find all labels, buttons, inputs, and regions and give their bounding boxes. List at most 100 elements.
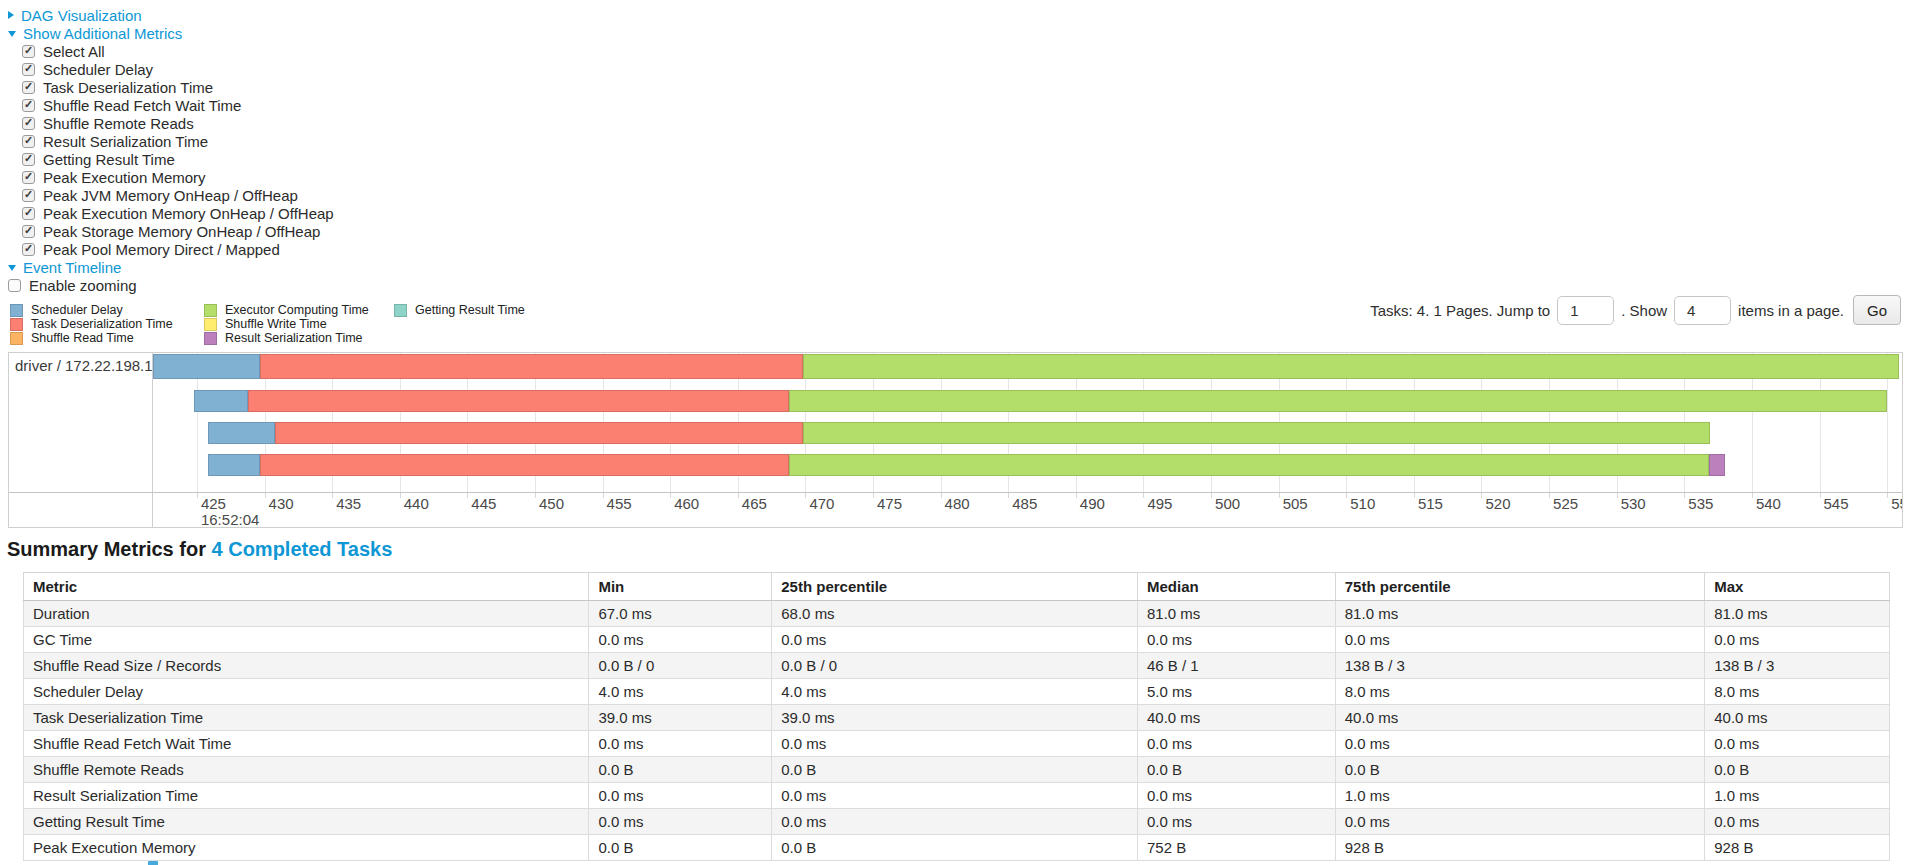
- summary-heading-text: Summary Metrics for: [7, 538, 212, 560]
- axis-tick: [1346, 493, 1347, 498]
- legend-swatch: [394, 304, 407, 317]
- axis-tick: [738, 493, 739, 498]
- timeline-task-bar[interactable]: [194, 390, 1887, 412]
- axis-tick: [400, 493, 401, 498]
- timeline-task-bar[interactable]: [208, 454, 1725, 476]
- axis-tick-label: 500: [1215, 495, 1240, 512]
- metric-checkbox-row: Select All: [22, 42, 334, 60]
- metric-checkbox-row: Peak Storage Memory OnHeap / OffHeap: [22, 222, 334, 240]
- table-cell: 40.0 ms: [1138, 705, 1336, 731]
- axis-tick: [805, 493, 806, 498]
- metric-checkbox[interactable]: [22, 171, 35, 184]
- event-timeline-toggle[interactable]: Event Timeline: [8, 258, 334, 276]
- legend-item: Shuffle Write Time: [204, 317, 394, 331]
- axis-tick-label: 550: [1891, 495, 1902, 512]
- axis-tick: [1414, 493, 1415, 498]
- table-cell: 138 B / 3: [1335, 653, 1704, 679]
- axis-tick: [1752, 493, 1753, 498]
- table-cell: 39.0 ms: [772, 705, 1138, 731]
- enable-zooming-checkbox[interactable]: [8, 279, 21, 292]
- table-cell: 0.0 ms: [1335, 627, 1704, 653]
- task-bar-segment: [260, 454, 789, 476]
- axis-tick-label: 435: [336, 495, 361, 512]
- caret-down-icon: [8, 31, 16, 37]
- table-cell: 40.0 ms: [1335, 705, 1704, 731]
- table-header-row: MetricMin25th percentileMedian75th perce…: [24, 573, 1890, 601]
- axis-tick: [1549, 493, 1550, 498]
- axis-tick: [1076, 493, 1077, 498]
- task-bar-segment: [789, 390, 1887, 412]
- table-row: Getting Result Time0.0 ms0.0 ms0.0 ms0.0…: [24, 809, 1890, 835]
- axis-tick: [1211, 493, 1212, 498]
- table-cell: 81.0 ms: [1335, 601, 1704, 627]
- jump-to-page-input[interactable]: [1557, 296, 1614, 325]
- timeline-x-axis: 42516:52:0443043544044545045546046547047…: [9, 492, 1902, 527]
- metric-checkbox-row: Peak Execution Memory OnHeap / OffHeap: [22, 204, 334, 222]
- legend-item: Scheduler Delay: [10, 303, 204, 317]
- table-cell: 0.0 B: [1335, 757, 1704, 783]
- axis-tick-label: 495: [1147, 495, 1172, 512]
- completed-tasks-link[interactable]: 4 Completed Tasks: [212, 538, 393, 560]
- metric-checkbox[interactable]: [22, 81, 35, 94]
- legend-item: Executor Computing Time: [204, 303, 394, 317]
- axis-tick: [197, 493, 198, 498]
- metric-checkbox[interactable]: [22, 45, 35, 58]
- axis-tick-label: 540: [1756, 495, 1781, 512]
- legend-label: Shuffle Read Time: [31, 331, 134, 345]
- show-additional-metrics-toggle[interactable]: Show Additional Metrics: [8, 24, 334, 42]
- table-cell: 8.0 ms: [1335, 679, 1704, 705]
- metric-checkbox[interactable]: [22, 207, 35, 220]
- table-cell: 4.0 ms: [772, 679, 1138, 705]
- task-bar-segment: [208, 454, 261, 476]
- axis-tick: [265, 493, 266, 498]
- table-cell: Peak Execution Memory: [24, 835, 589, 861]
- metric-checkbox[interactable]: [22, 153, 35, 166]
- table-cell: Task Deserialization Time: [24, 705, 589, 731]
- metric-checkbox[interactable]: [22, 243, 35, 256]
- table-cell: 5.0 ms: [1138, 679, 1336, 705]
- metric-checkbox[interactable]: [22, 225, 35, 238]
- table-cell: 81.0 ms: [1138, 601, 1336, 627]
- axis-tick-label: 425: [201, 495, 226, 512]
- metric-checkbox-row: Peak Pool Memory Direct / Mapped: [22, 240, 334, 258]
- legend-label: Task Deserialization Time: [31, 317, 173, 331]
- table-cell: 0.0 ms: [589, 731, 772, 757]
- items-per-page-input[interactable]: [1674, 296, 1731, 325]
- metric-checkbox-label: Task Deserialization Time: [43, 79, 213, 96]
- table-cell: Duration: [24, 601, 589, 627]
- timeline-plot-area: [153, 353, 1902, 492]
- table-cell: Shuffle Read Fetch Wait Time: [24, 731, 589, 757]
- table-cell: 0.0 ms: [1138, 809, 1336, 835]
- table-header-cell: 75th percentile: [1335, 573, 1704, 601]
- metric-checkbox[interactable]: [22, 135, 35, 148]
- metric-checkbox[interactable]: [22, 117, 35, 130]
- metric-checkbox[interactable]: [22, 99, 35, 112]
- table-cell: 0.0 ms: [589, 627, 772, 653]
- metric-checkbox-label: Shuffle Remote Reads: [43, 115, 194, 132]
- table-cell: 1.0 ms: [1335, 783, 1704, 809]
- axis-tick-label: 490: [1080, 495, 1105, 512]
- metric-checkbox-label: Peak Execution Memory OnHeap / OffHeap: [43, 205, 334, 222]
- table-cell: 0.0 ms: [1335, 731, 1704, 757]
- metric-checkbox[interactable]: [22, 189, 35, 202]
- task-bar-segment: [208, 422, 276, 444]
- summary-metrics-table: MetricMin25th percentileMedian75th perce…: [23, 572, 1890, 861]
- task-bar-segment: [803, 422, 1710, 444]
- dag-visualization-toggle[interactable]: DAG Visualization: [8, 6, 334, 24]
- spark-stage-detail-page: DAG Visualization Show Additional Metric…: [0, 0, 1907, 865]
- task-bar-segment: [803, 354, 1899, 379]
- task-bar-segment: [275, 422, 802, 444]
- legend-item: Result Serialization Time: [204, 331, 394, 345]
- cut-off-element-below: [148, 861, 158, 865]
- table-cell: 0.0 ms: [1138, 627, 1336, 653]
- table-cell: 0.0 B: [1138, 757, 1336, 783]
- go-button[interactable]: Go: [1853, 295, 1901, 325]
- enable-zooming-label: Enable zooming: [29, 277, 137, 294]
- axis-tick-label: 505: [1283, 495, 1308, 512]
- axis-tick: [1279, 493, 1280, 498]
- metric-checkbox[interactable]: [22, 63, 35, 76]
- timeline-task-bar[interactable]: [208, 422, 1710, 444]
- timeline-task-bar[interactable]: [153, 354, 1899, 379]
- axis-tick: [1684, 493, 1685, 498]
- table-cell: 0.0 B: [1705, 757, 1890, 783]
